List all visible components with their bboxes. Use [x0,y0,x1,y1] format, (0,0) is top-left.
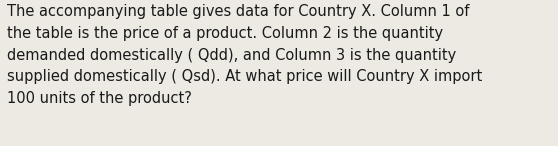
Text: The accompanying table gives data for Country X. Column 1 of
the table is the pr: The accompanying table gives data for Co… [7,4,483,106]
